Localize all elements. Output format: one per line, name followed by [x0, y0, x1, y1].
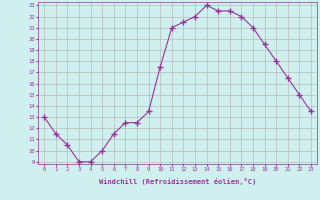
X-axis label: Windchill (Refroidissement éolien,°C): Windchill (Refroidissement éolien,°C)	[99, 178, 256, 185]
